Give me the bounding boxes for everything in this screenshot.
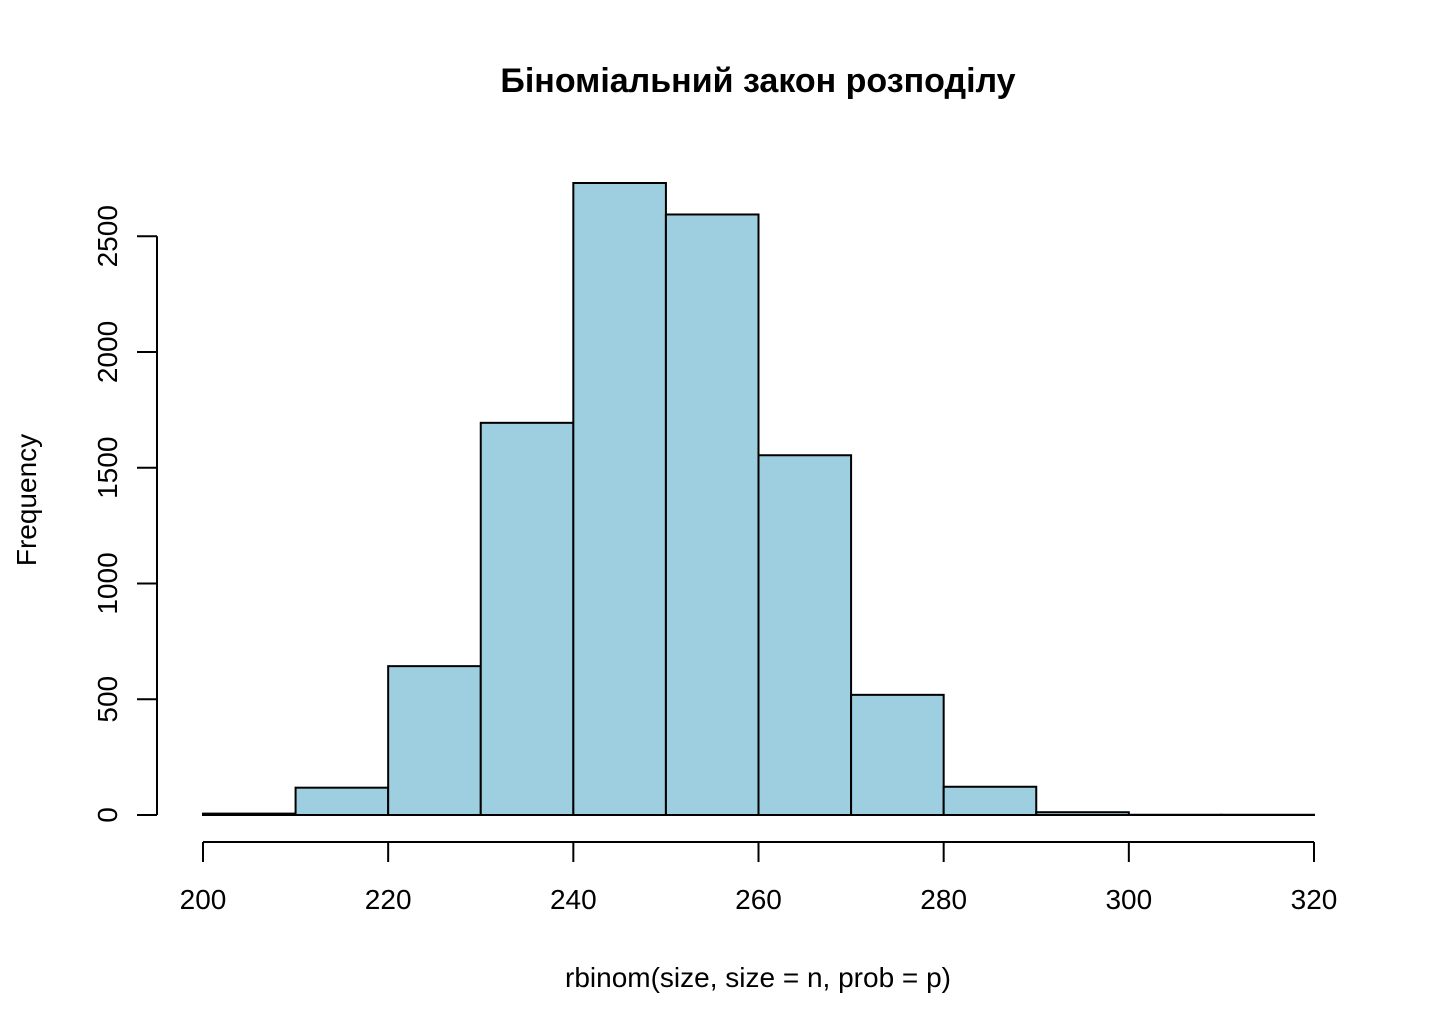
- x-tick-label: 260: [735, 884, 782, 915]
- y-tick-label: 0: [92, 807, 123, 823]
- histogram-bar: [572, 182, 667, 816]
- histogram-bar: [1035, 811, 1130, 817]
- x-axis: 200 220 240 260 280 300 320: [180, 841, 1338, 915]
- x-tick-label: 220: [365, 884, 412, 915]
- bars-group: [202, 182, 1315, 817]
- y-tick-label: 1000: [92, 552, 123, 614]
- histogram-bar: [850, 693, 945, 816]
- histogram-bar: [202, 812, 297, 816]
- x-tick-label: 200: [180, 884, 227, 915]
- y-tick-label: 500: [92, 676, 123, 723]
- histogram-bar: [294, 786, 390, 817]
- y-tick-label: 2500: [92, 205, 123, 267]
- histogram-bar: [664, 213, 760, 816]
- y-tick-label: 2000: [92, 321, 123, 383]
- x-axis-label: rbinom(size, size = n, prob = p): [565, 962, 951, 993]
- chart-title: Біноміальний закон розподілу: [500, 62, 1015, 100]
- histogram-bar: [757, 454, 853, 816]
- y-axis: 0 500 1000 1500 2000 2500: [92, 205, 158, 823]
- x-tick-label: 320: [1291, 884, 1338, 915]
- histogram-bar: [479, 421, 575, 816]
- y-axis-label: Frequency: [11, 434, 42, 566]
- histogram-bar: [387, 665, 482, 817]
- x-tick-label: 300: [1105, 884, 1152, 915]
- x-tick-label: 240: [550, 884, 597, 915]
- y-tick-label: 1500: [92, 437, 123, 499]
- x-tick-label: 280: [920, 884, 967, 915]
- histogram-bar: [942, 785, 1038, 816]
